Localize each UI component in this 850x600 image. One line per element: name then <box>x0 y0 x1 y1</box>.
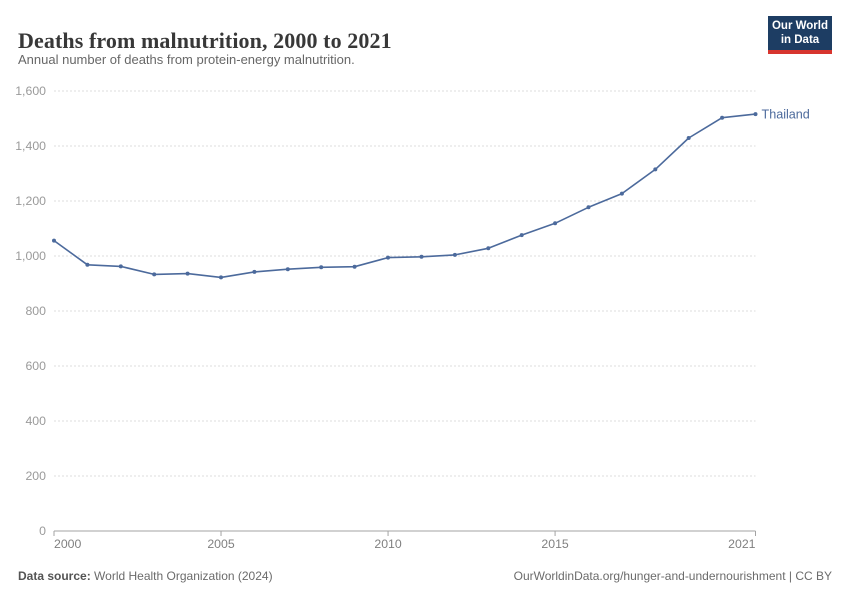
owid-logo-line2: in Data <box>780 33 820 46</box>
y-tick-label: 800 <box>25 304 46 318</box>
chart-subtitle: Annual number of deaths from protein-ene… <box>18 52 355 67</box>
data-point-marker <box>319 265 324 270</box>
data-point-marker <box>118 264 123 269</box>
data-point-marker <box>419 254 424 259</box>
footer-license: OurWorldinData.org/hunger-and-undernouri… <box>513 569 832 583</box>
series-end-label: Thailand <box>762 107 810 121</box>
y-tick-label: 1,000 <box>15 249 46 263</box>
data-point-marker <box>586 205 591 210</box>
data-point-marker <box>753 112 758 117</box>
data-point-marker <box>720 115 725 120</box>
footer-source: Data source: World Health Organization (… <box>18 569 273 583</box>
y-tick-label: 200 <box>25 469 46 483</box>
x-tick-label: 2000 <box>54 537 82 551</box>
owid-logo: Our World in Data <box>768 16 832 54</box>
y-tick-label: 1,600 <box>15 84 46 98</box>
x-tick-label: 2005 <box>207 537 235 551</box>
footer-source-label: Data source: <box>18 569 91 583</box>
data-point-marker <box>352 264 357 269</box>
data-point-marker <box>452 252 457 257</box>
x-tick-label: 2010 <box>374 537 402 551</box>
data-point-marker <box>285 267 290 272</box>
data-point-marker <box>386 255 390 260</box>
data-point-marker <box>619 191 624 196</box>
data-point-marker <box>519 233 524 238</box>
x-tick-label: 2021 <box>728 537 756 551</box>
chart-svg: 0 200 400 600 800 1,000 1,200 1,400 1,600 2000 200… <box>15 84 810 551</box>
y-tick-label: 0 <box>39 524 46 538</box>
x-tick-label: 2015 <box>541 537 569 551</box>
data-point-marker <box>52 238 56 243</box>
y-tick-label: 600 <box>25 359 46 373</box>
series-line <box>53 113 757 279</box>
y-tick-label: 1,200 <box>15 194 46 208</box>
data-point-marker <box>252 269 257 274</box>
y-tick-label: 400 <box>25 414 46 428</box>
data-point-marker <box>686 136 691 140</box>
data-point-marker <box>219 275 223 280</box>
data-point-marker <box>152 272 157 277</box>
footer-source-text: World Health Organization (2024) <box>90 569 273 583</box>
data-point-marker <box>185 271 190 276</box>
data-point-marker <box>85 262 90 267</box>
y-tick-label: 1,400 <box>15 139 46 153</box>
data-point-marker <box>553 221 558 226</box>
line-chart: 0 200 400 600 800 1,000 1,200 1,400 1,600 2000 200… <box>0 76 850 556</box>
data-point-marker <box>486 246 491 251</box>
owid-logo-line1: Our World <box>771 20 828 32</box>
page-title: Deaths from malnutrition, 2000 to 2021 <box>18 27 392 53</box>
data-point-marker <box>653 167 658 172</box>
